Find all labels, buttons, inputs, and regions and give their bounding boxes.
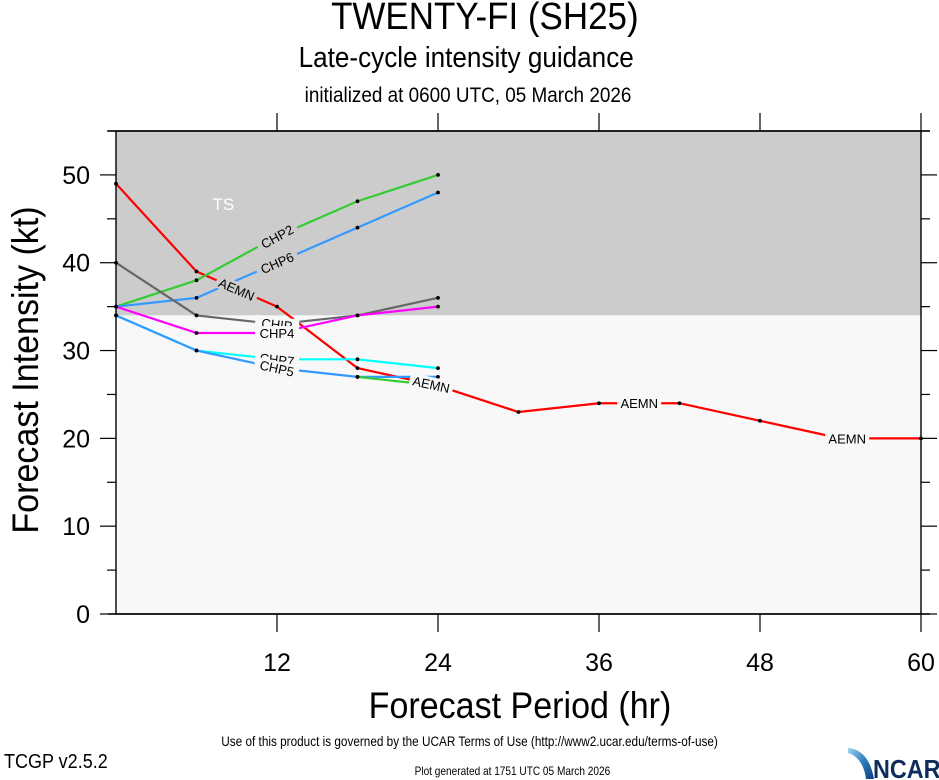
- axes: [108, 130, 930, 615]
- y-tick-label: 0: [76, 601, 90, 629]
- x-tick-label: 60: [907, 649, 935, 677]
- x-tick-label: 36: [585, 649, 613, 677]
- y-tick-label: 50: [62, 162, 90, 190]
- series-label-aemn: AEMN: [825, 431, 870, 446]
- data-point-chip: [194, 313, 199, 318]
- data-point-aemn: [758, 418, 762, 423]
- y-tick-label: 20: [62, 425, 90, 453]
- tick-labels: 12 24 36 48 60 0 10 20 30 40 50: [62, 162, 935, 677]
- ncar-logo-text: NCAR: [873, 756, 939, 780]
- data-point-unnamed: [355, 374, 360, 379]
- series-label-bg: [617, 396, 662, 411]
- x-axis-label: Forecast Period (hr): [369, 685, 672, 727]
- y-tick-label: 30: [62, 338, 90, 366]
- y-tick-label: 40: [62, 250, 90, 278]
- terms-of-use-text: Use of this product is governed by the U…: [221, 733, 718, 749]
- x-tick-label: 12: [263, 649, 291, 677]
- band-labels: TS: [212, 195, 234, 214]
- data-point-aemn: [275, 304, 279, 309]
- x-tick-label: 24: [424, 649, 452, 677]
- series-label-bg: [213, 273, 260, 305]
- data-point-chp5: [194, 348, 199, 353]
- series-label-aemn: AEMN: [617, 396, 662, 411]
- y-tick-label: 10: [62, 513, 90, 541]
- series-label-chp4: CHP4: [255, 325, 299, 341]
- data-point-chp4: [194, 331, 199, 335]
- init-time: initialized at 0600 UTC, 05 March 2026: [304, 84, 632, 107]
- data-point-chp4: [355, 313, 360, 318]
- y-axis-label: Forecast Intensity (kt): [5, 206, 47, 533]
- series-label-bg: [254, 219, 300, 254]
- data-point-chp6: [436, 190, 440, 195]
- x-tick-label: 48: [746, 649, 774, 677]
- data-point-chp4: [436, 304, 440, 309]
- data-point-aemn: [194, 269, 199, 274]
- data-point-chp6: [194, 295, 199, 300]
- data-point-chp6: [355, 225, 360, 230]
- data-point-aemn: [597, 401, 601, 406]
- generated-timestamp: Plot generated at 1751 UTC 05 March 2026: [414, 764, 611, 778]
- version-label: TCGP v2.5.2: [4, 751, 108, 773]
- series-label-bg: [408, 372, 455, 396]
- ncar-logo: NCAR: [848, 748, 939, 780]
- data-point-chp2: [355, 199, 360, 204]
- band-ts: [116, 131, 921, 316]
- series-label-text: CHP5: [258, 358, 295, 380]
- intensity-bands: [116, 131, 921, 614]
- chart-subtitle: Late-cycle intensity guidance: [298, 42, 634, 74]
- data-point-chp5: [436, 374, 440, 379]
- series-label-bg: [825, 431, 870, 446]
- series-label-bg: [254, 247, 300, 278]
- data-point-chp7: [436, 366, 440, 371]
- data-point-chip: [436, 295, 440, 300]
- series-label-text: AEMN: [828, 431, 866, 446]
- series-label-text: AEMN: [620, 396, 658, 411]
- band-label-ts: TS: [212, 195, 234, 214]
- ncar-swoosh-icon: [848, 748, 874, 779]
- chart-title: TWENTY-FI (SH25): [331, 0, 639, 38]
- band-below-ts: [116, 315, 921, 614]
- series-label-text: CHP4: [260, 326, 295, 341]
- data-point-aemn: [677, 401, 682, 406]
- data-point-chp7: [355, 357, 360, 362]
- data-point-chp2: [436, 173, 440, 177]
- data-point-aemn: [355, 366, 360, 371]
- series-label-chp5: CHP5: [254, 356, 300, 380]
- data-point-aemn: [516, 410, 521, 414]
- series-label-bg: [255, 325, 299, 340]
- series-label-bg: [254, 356, 300, 380]
- ticks: [100, 113, 937, 632]
- data-point-chp2: [194, 278, 199, 283]
